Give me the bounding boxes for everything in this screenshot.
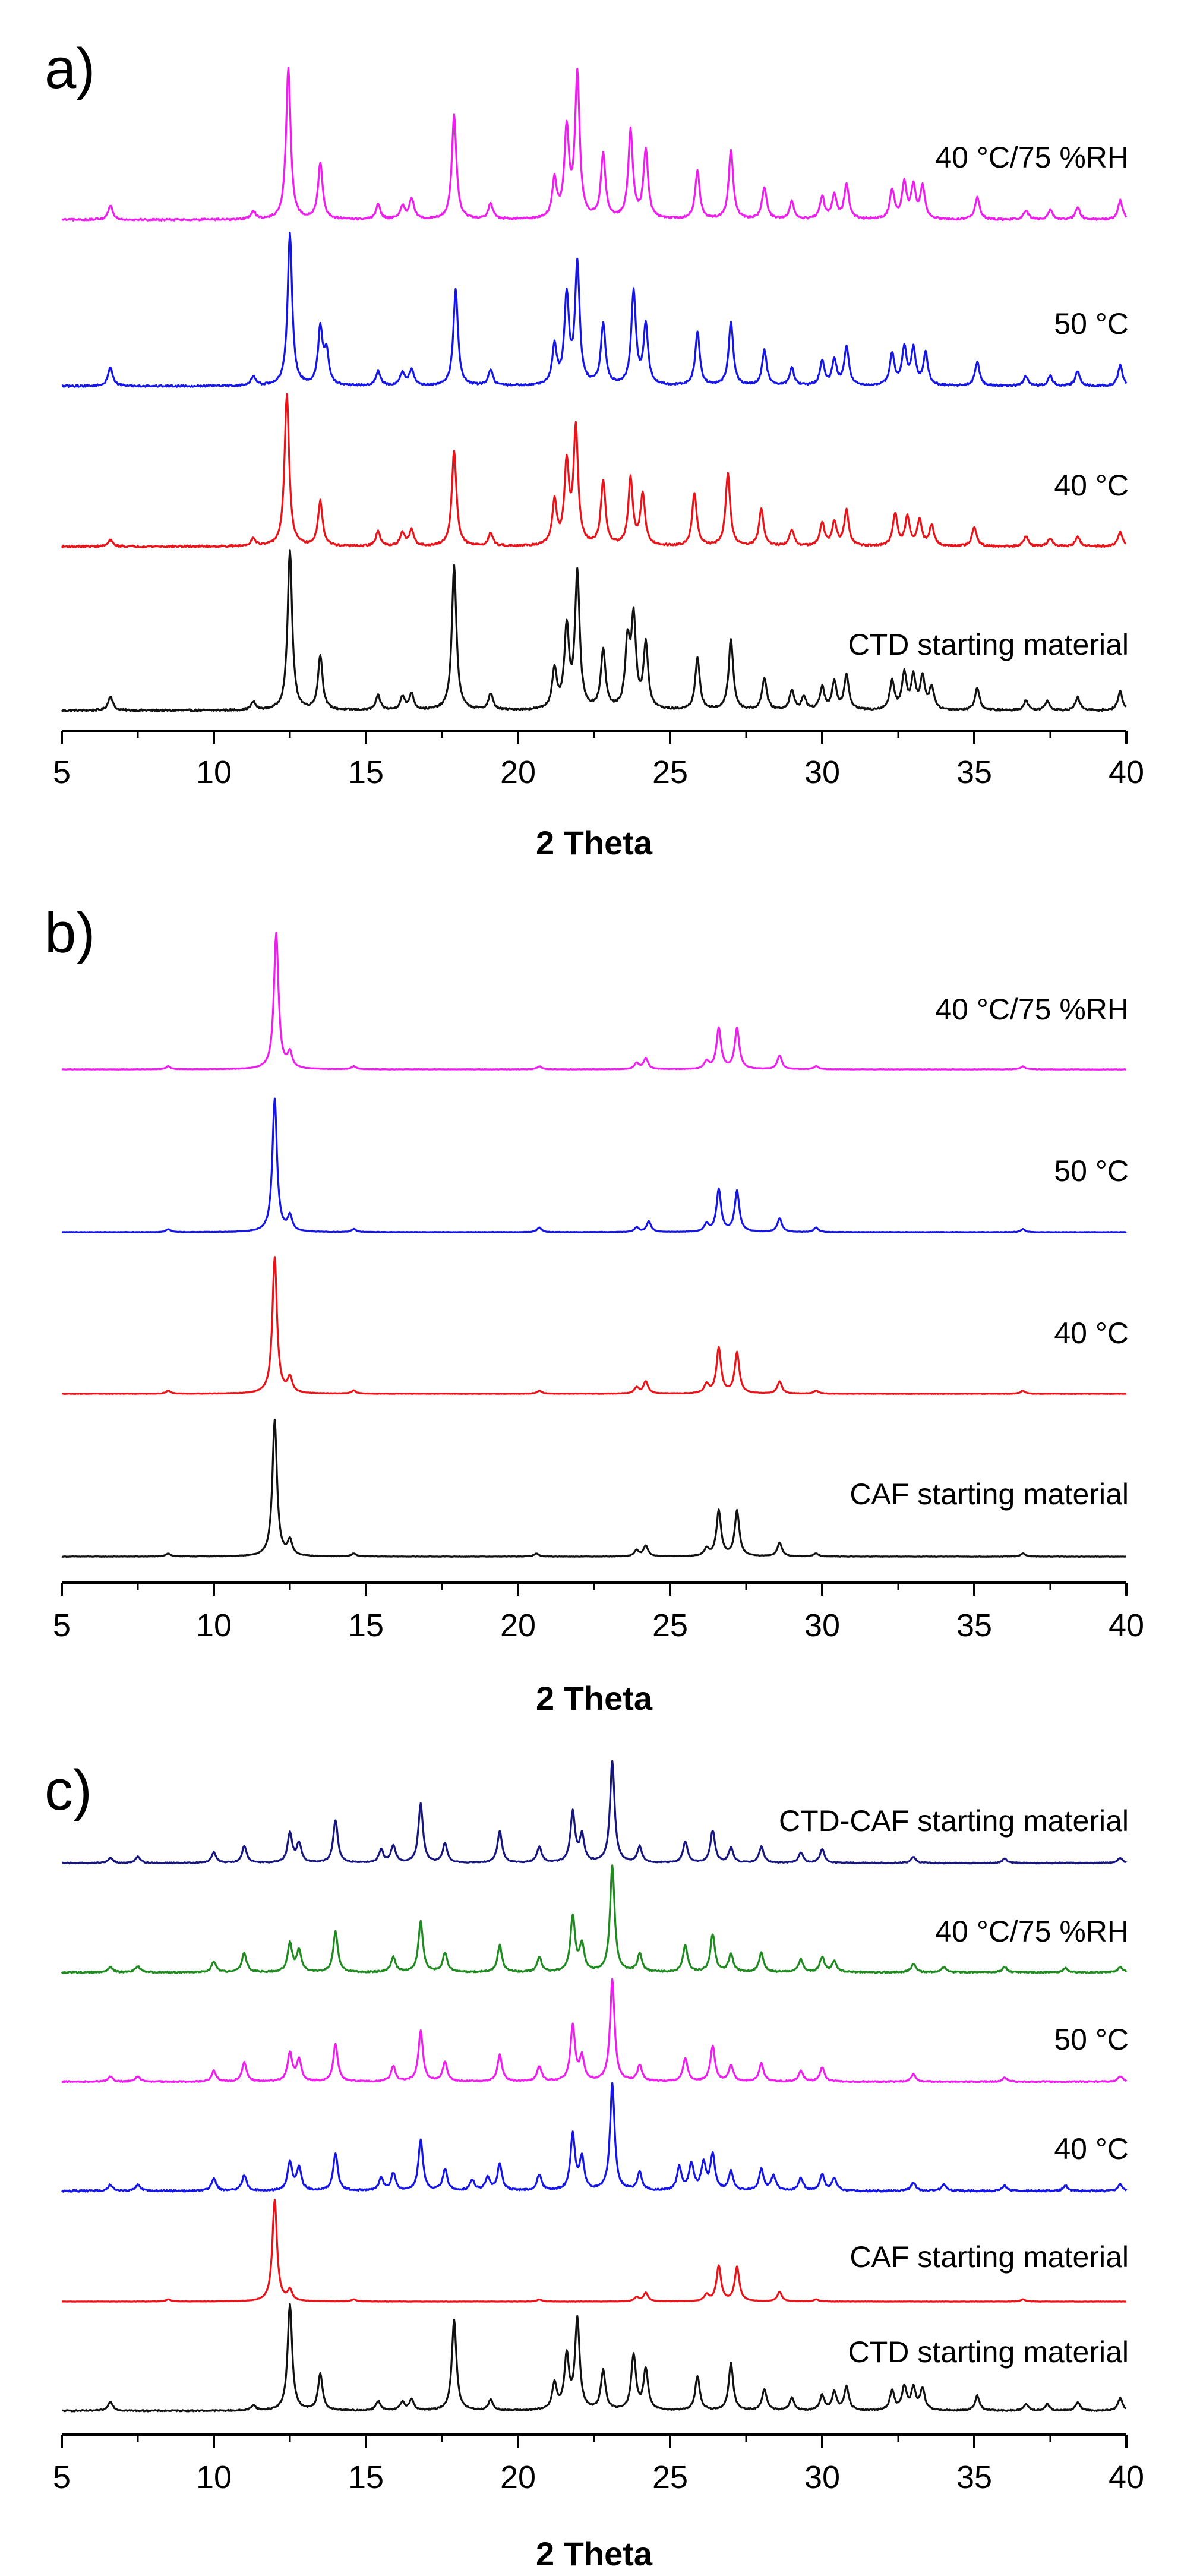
trace-group — [61, 931, 1127, 1558]
panel-label: a) — [45, 37, 95, 100]
x-tick-label: 40 — [1109, 2460, 1144, 2495]
x-tick-label: 10 — [196, 2460, 232, 2495]
x-tick-label: 35 — [956, 755, 992, 790]
panel-a: a) CTD starting material 40 °C 50 °C 40 °C/… — [45, 37, 1144, 861]
trace-40-c — [61, 2082, 1128, 2193]
x-tick-label: 25 — [652, 2460, 688, 2495]
x-tick-label: 15 — [348, 2460, 384, 2495]
trace-group — [61, 67, 1128, 712]
trace-40-c-75-rh — [61, 1864, 1128, 1974]
trace-label-group: CTD starting material CAF starting materi… — [779, 1804, 1129, 2369]
trace-label: 50 °C — [1054, 307, 1129, 340]
trace-label: 40 °C/75 %RH — [935, 1915, 1129, 1948]
trace-group — [61, 1760, 1128, 2413]
trace-ctd-starting-material — [61, 549, 1128, 712]
trace-label: CAF starting material — [850, 2240, 1129, 2274]
trace-label: CTD starting material — [848, 628, 1129, 661]
trace-40-c-75-rh — [61, 931, 1127, 1071]
x-tick-label: 35 — [956, 2460, 992, 2495]
x-tick-label: 20 — [500, 1608, 536, 1643]
trace-50-c — [61, 1978, 1128, 2083]
x-axis: 5 10 15 20 25 30 35 40 — [53, 1581, 1144, 1643]
trace-50-c — [61, 232, 1128, 388]
trace-caf-starting-material — [61, 1418, 1127, 1558]
x-axis-label: 2 Theta — [536, 1680, 653, 1717]
x-tick-label: 5 — [53, 2460, 71, 2495]
trace-label-group: CTD starting material 40 °C 50 °C 40 °C/75 … — [848, 141, 1129, 661]
x-tick-label: 30 — [804, 755, 840, 790]
x-tick-label: 25 — [652, 755, 688, 790]
trace-label: CTD starting material — [848, 2335, 1129, 2369]
x-tick-label: 10 — [196, 1608, 232, 1643]
trace-label: CTD-CAF starting material — [779, 1804, 1129, 1838]
panel-label: c) — [45, 1759, 92, 1822]
trace-label: 40 °C/75 %RH — [935, 993, 1129, 1026]
trace-50-c — [61, 1097, 1127, 1233]
x-axis-label: 2 Theta — [536, 824, 653, 861]
x-tick-label: 5 — [53, 755, 71, 790]
x-tick-label: 20 — [500, 2460, 536, 2495]
x-tick-label: 15 — [348, 1608, 384, 1643]
panel-label: b) — [45, 901, 95, 965]
trace-label-group: CAF starting material 40 °C 50 °C 40 °C/75 … — [850, 993, 1129, 1511]
x-tick-label: 30 — [804, 2460, 840, 2495]
x-tick-label: 5 — [53, 1608, 71, 1643]
trace-label: 40 °C — [1054, 2132, 1129, 2165]
trace-label: 50 °C — [1054, 1154, 1129, 1188]
trace-40-c — [61, 393, 1127, 548]
panel-b: b) CAF starting material 40 °C 50 °C 40 °C/… — [45, 901, 1144, 1717]
trace-label: 40 °C/75 %RH — [935, 141, 1129, 174]
trace-label: CAF starting material — [850, 1478, 1129, 1511]
x-tick-label: 35 — [956, 1608, 992, 1643]
trace-40-c-75-rh — [61, 67, 1128, 222]
trace-caf-starting-material — [61, 2199, 1127, 2303]
x-tick-label: 30 — [804, 1608, 840, 1643]
trace-label: 40 °C — [1054, 469, 1129, 502]
x-tick-label: 40 — [1109, 755, 1144, 790]
x-tick-label: 20 — [500, 755, 536, 790]
trace-label: 50 °C — [1054, 2023, 1129, 2056]
x-tick-label: 10 — [196, 755, 232, 790]
trace-ctd-caf-starting-material — [61, 1760, 1127, 1865]
x-tick-label: 25 — [652, 1608, 688, 1643]
x-axis: 5 10 15 20 25 30 35 40 — [53, 2433, 1144, 2495]
trace-40-c — [61, 1256, 1127, 1395]
x-axis-label: 2 Theta — [536, 2535, 653, 2572]
panel-c: c) CTD starting material CAF starting mat… — [45, 1759, 1144, 2572]
x-axis: 5 10 15 20 25 30 35 40 — [53, 730, 1144, 790]
x-tick-label: 15 — [348, 755, 384, 790]
trace-ctd-starting-material — [61, 2303, 1127, 2413]
trace-label: 40 °C — [1054, 1317, 1129, 1350]
x-tick-label: 40 — [1109, 1608, 1144, 1643]
